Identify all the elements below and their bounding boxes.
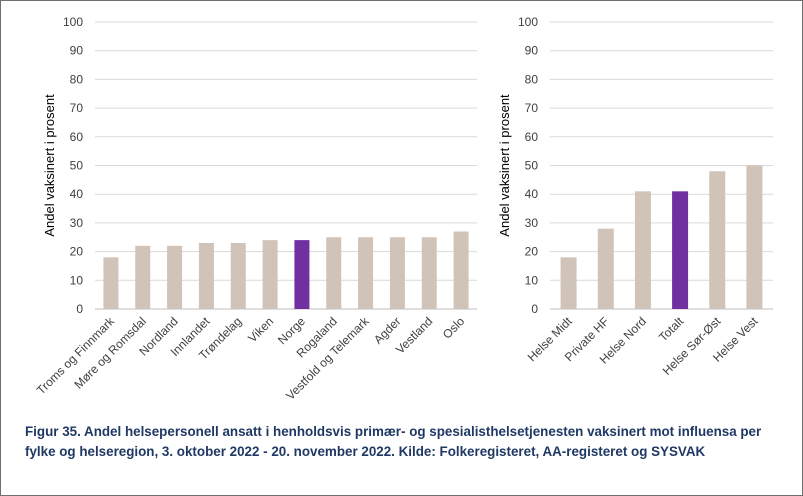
y-tick-label: 60 — [70, 130, 84, 144]
y-tick-label: 80 — [70, 72, 84, 86]
y-tick-label: 40 — [525, 187, 539, 201]
y-tick-label: 10 — [525, 273, 539, 287]
y-tick-label: 90 — [525, 44, 539, 58]
bar — [634, 191, 651, 309]
y-tick-label: 0 — [531, 302, 538, 316]
x-tick-label: Viken — [245, 314, 276, 345]
chart-fylke: 0 10 20 30 40 50 60 70 80 90 100 Andel vaksinert i … — [34, 15, 477, 403]
y-tick-label: 0 — [76, 302, 83, 316]
y-tick-label: 20 — [70, 245, 84, 259]
y-tick-label: 60 — [525, 130, 539, 144]
bar — [167, 245, 183, 309]
bar — [262, 240, 278, 309]
y-tick-label: 100 — [63, 15, 83, 29]
y-tick-label: 30 — [525, 216, 539, 230]
figure-caption: Figur 35. Andel helsepersonell ansatt i … — [25, 424, 762, 459]
x-tick-label: Totalt — [656, 314, 687, 345]
y-tick-label: 80 — [525, 72, 539, 86]
x-tick-label: Oslo — [440, 314, 468, 342]
y-axis-label: Andel vaksinert i prosent — [497, 94, 512, 237]
y-tick-label: 40 — [70, 187, 84, 201]
chart-helseregion: 0 10 20 30 40 50 60 70 80 90 100 Andel vaksinert i … — [497, 15, 773, 378]
bar — [135, 245, 151, 309]
bar — [421, 237, 437, 309]
bar — [746, 165, 763, 309]
y-tick-label: 100 — [518, 15, 538, 29]
y-tick-label: 50 — [70, 159, 84, 173]
bar — [709, 171, 726, 309]
y-tick-label: 50 — [525, 159, 539, 173]
y-tick-label: 30 — [70, 216, 84, 230]
y-axis-label: Andel vaksinert i prosent — [42, 94, 57, 237]
bar — [198, 242, 214, 309]
y-tick-label: 10 — [70, 273, 84, 287]
bar — [597, 228, 614, 309]
y-tick-label: 90 — [70, 44, 84, 58]
bar — [358, 237, 374, 309]
y-tick-label: 70 — [70, 101, 84, 115]
y-tick-label: 20 — [525, 245, 539, 259]
bar — [389, 237, 405, 309]
bar — [326, 237, 342, 309]
bar — [453, 231, 469, 309]
bar — [230, 242, 246, 309]
bar — [560, 257, 577, 309]
bar — [672, 191, 689, 309]
bar — [294, 240, 310, 309]
y-tick-label: 70 — [525, 101, 539, 115]
bar — [103, 257, 119, 309]
